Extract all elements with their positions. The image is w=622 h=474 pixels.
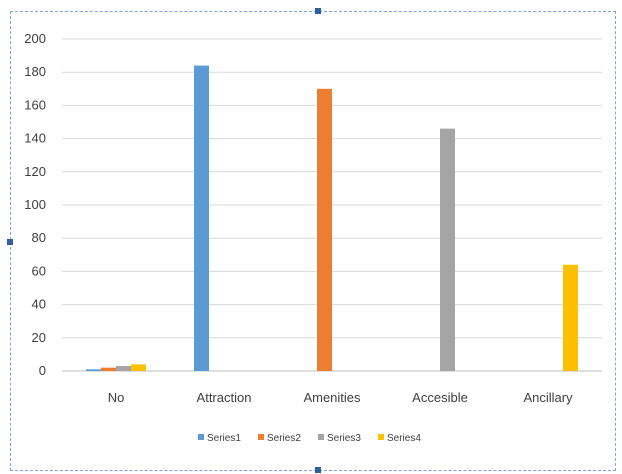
y-tick-label: 140: [24, 131, 46, 146]
legend-swatch: [378, 434, 384, 440]
bar-series3-accesible: [440, 128, 455, 371]
x-category-label: Amenities: [303, 390, 361, 405]
resize-handle-left[interactable]: [7, 239, 13, 245]
x-category-label: Accesible: [412, 390, 468, 405]
resize-handle-bottom[interactable]: [315, 467, 321, 473]
y-tick-label: 160: [24, 97, 46, 112]
y-tick-label: 80: [32, 230, 46, 245]
bar-series4-ancillary: [563, 264, 578, 371]
x-category-label: Attraction: [197, 390, 252, 405]
bar-series1-no: [86, 369, 101, 371]
y-tick-label: 180: [24, 64, 46, 79]
bar-series2-no: [101, 367, 116, 371]
bar-series4-no: [131, 364, 146, 371]
legend-swatch: [198, 434, 204, 440]
y-tick-label: 40: [32, 297, 46, 312]
legend-swatch: [318, 434, 324, 440]
legend-swatch: [258, 434, 264, 440]
y-tick-label: 120: [24, 164, 46, 179]
legend-entry: Series4: [387, 433, 421, 444]
y-tick-label: 60: [32, 263, 46, 278]
resize-handle-top[interactable]: [315, 8, 321, 14]
legend-entry: Series2: [267, 433, 301, 444]
y-tick-label: 200: [24, 31, 46, 46]
y-tick-label: 0: [39, 363, 46, 378]
bar-series3-no: [116, 366, 131, 371]
y-tick-label: 20: [32, 330, 46, 345]
y-tick-label: 100: [24, 197, 46, 212]
x-category-label: No: [108, 390, 125, 405]
bar-series1-attraction: [194, 65, 209, 371]
legend-entry: Series3: [327, 433, 361, 444]
legend-entry: Series1: [207, 433, 241, 444]
x-category-label: Ancillary: [523, 390, 573, 405]
bar-series2-amenities: [317, 88, 332, 372]
